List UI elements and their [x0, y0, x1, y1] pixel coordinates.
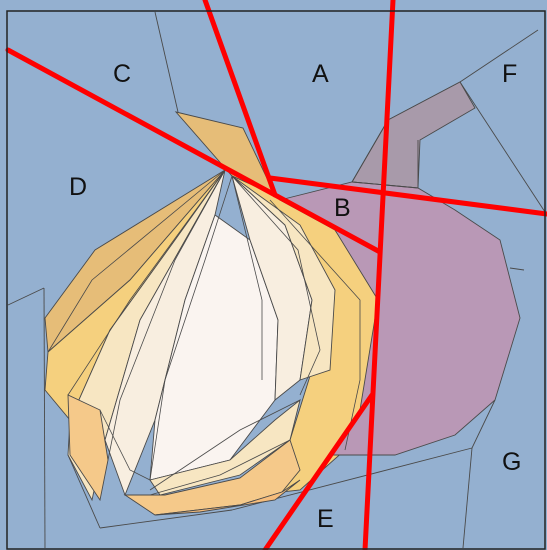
label-a: A — [312, 60, 329, 88]
background-facets — [7, 11, 546, 549]
label-b: B — [334, 194, 351, 222]
cut-lines — [5, 0, 547, 550]
frame — [6, 10, 546, 550]
label-c: C — [113, 60, 131, 88]
label-e: E — [317, 505, 334, 533]
cut-line-5 — [262, 392, 375, 550]
label-f: F — [502, 60, 517, 88]
label-d: D — [69, 173, 87, 201]
cut-line-1 — [5, 47, 383, 255]
onion-bottom-orange — [154, 479, 301, 516]
onion-lower-left-peach — [67, 394, 109, 502]
onion-contours — [47, 169, 361, 496]
onion-bottom-light — [149, 398, 301, 496]
cut-line-3 — [267, 175, 547, 217]
cut-line-2 — [202, 0, 278, 198]
label-g: G — [502, 448, 521, 476]
onion-right-light — [231, 175, 336, 381]
onion — [44, 111, 379, 516]
cut-line-4 — [362, 0, 396, 550]
